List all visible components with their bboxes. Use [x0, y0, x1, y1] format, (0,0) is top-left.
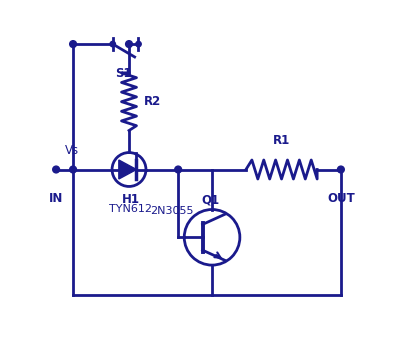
Text: OUT: OUT — [327, 192, 355, 204]
Text: Q1: Q1 — [201, 193, 220, 206]
Circle shape — [136, 41, 141, 47]
Text: R2: R2 — [144, 95, 162, 108]
Circle shape — [175, 166, 181, 173]
Text: Vs: Vs — [65, 144, 79, 157]
Text: H1: H1 — [122, 193, 140, 205]
Circle shape — [53, 166, 60, 173]
Text: 2N3055: 2N3055 — [150, 206, 193, 216]
Circle shape — [110, 41, 116, 47]
Circle shape — [125, 41, 132, 47]
Polygon shape — [119, 160, 137, 179]
Circle shape — [70, 166, 77, 173]
Circle shape — [337, 166, 344, 173]
Circle shape — [70, 41, 77, 47]
Text: S1: S1 — [116, 67, 132, 80]
Text: IN: IN — [49, 192, 63, 204]
Text: TYN612: TYN612 — [109, 204, 152, 214]
Text: R1: R1 — [273, 135, 290, 147]
